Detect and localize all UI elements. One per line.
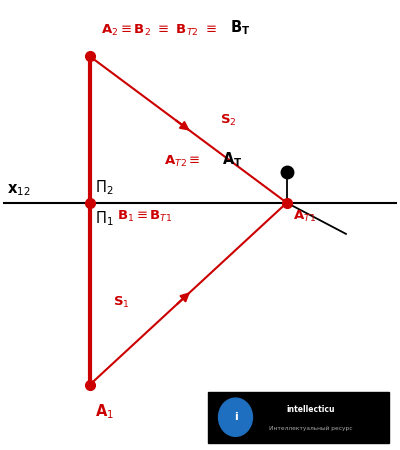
- Text: S$_1$: S$_1$: [113, 295, 130, 310]
- Text: A$_1$: A$_1$: [96, 403, 114, 422]
- Text: i: i: [234, 412, 237, 422]
- Text: x$_{12}$: x$_{12}$: [7, 183, 30, 198]
- Text: $\mathbf{B_T}$: $\mathbf{B_T}$: [230, 19, 250, 37]
- Text: B$_1$$\equiv$B$_{T1}$: B$_1$$\equiv$B$_{T1}$: [117, 208, 173, 224]
- Text: Интеллектуальный ресурс: Интеллектуальный ресурс: [269, 426, 352, 431]
- Text: $\Pi_1$: $\Pi_1$: [96, 209, 114, 228]
- FancyBboxPatch shape: [208, 392, 389, 443]
- Text: intellecticu: intellecticu: [286, 405, 335, 414]
- Circle shape: [218, 398, 252, 436]
- Text: $\Pi_2$: $\Pi_2$: [96, 179, 114, 198]
- Text: S$_2$: S$_2$: [220, 113, 236, 128]
- Text: $\mathbf{A_T}$: $\mathbf{A_T}$: [222, 151, 242, 170]
- Text: A$_2$$\equiv$B$_2$ $\equiv$ B$_{T2}$ $\equiv$: A$_2$$\equiv$B$_2$ $\equiv$ B$_{T2}$ $\e…: [101, 23, 221, 38]
- Text: A$_{T1}$: A$_{T1}$: [293, 208, 316, 224]
- Text: A$_{T2}$$\equiv$: A$_{T2}$$\equiv$: [164, 154, 201, 170]
